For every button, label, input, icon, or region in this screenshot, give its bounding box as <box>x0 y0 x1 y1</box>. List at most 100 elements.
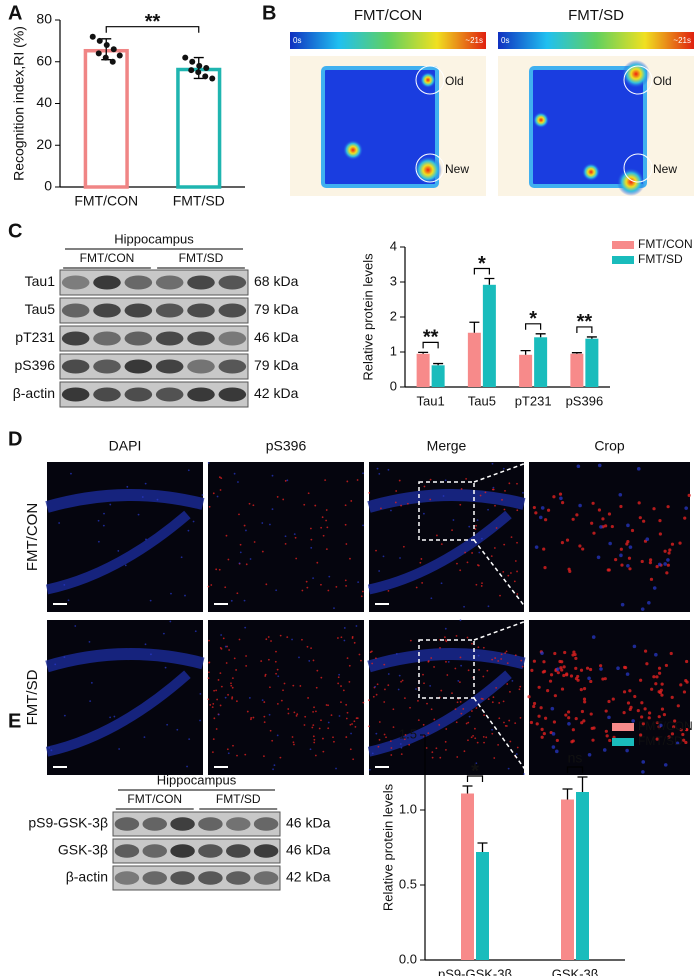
significance-bracket <box>422 341 439 349</box>
signal-dot <box>604 709 608 713</box>
nucleus-dot <box>141 496 144 498</box>
nucleus-dot <box>657 562 662 567</box>
data-point <box>189 58 196 65</box>
signal-dot <box>546 508 551 512</box>
nucleus-dot <box>156 498 159 501</box>
signal-dot <box>494 504 496 507</box>
nucleus-dot <box>143 736 146 739</box>
signal-dot <box>316 561 319 564</box>
signal-dot <box>345 736 348 738</box>
significance-bracket <box>466 775 484 782</box>
signal-dot <box>640 701 644 705</box>
signal-dot <box>490 555 493 558</box>
x-tick-label: FMT/CON <box>74 193 138 209</box>
nucleus-dot <box>591 635 596 639</box>
nucleus-dot <box>63 656 66 659</box>
signal-dot <box>516 570 518 573</box>
signal-dot <box>291 736 294 738</box>
blot-band <box>61 275 90 290</box>
signal-dot <box>402 545 405 548</box>
signal-dot <box>604 729 608 733</box>
signal-dot <box>530 668 534 672</box>
nucleus-dot <box>50 749 53 752</box>
signal-dot <box>332 736 334 739</box>
signal-dot <box>664 663 669 668</box>
blot-strip <box>59 269 249 296</box>
nucleus-dot <box>275 589 278 592</box>
signal-dot <box>209 704 212 706</box>
nucleus-dot <box>245 529 247 532</box>
signal-dot <box>657 666 662 670</box>
data-point <box>95 50 102 57</box>
nucleus-dot <box>233 472 236 475</box>
nucleus-dot <box>415 688 417 690</box>
signal-dot <box>497 660 500 662</box>
y-tick-label: 0 <box>390 378 397 393</box>
significance-label: ns <box>568 750 583 766</box>
signal-dot <box>510 572 512 574</box>
signal-dot <box>579 688 583 692</box>
signal-dot <box>673 719 677 723</box>
signal-dot <box>265 638 268 641</box>
signal-dot <box>383 701 386 703</box>
data-point <box>116 52 123 59</box>
nucleus-dot <box>355 625 358 627</box>
nucleus-dot <box>602 748 607 752</box>
signal-dot <box>486 669 489 672</box>
data-point <box>188 67 195 74</box>
nucleus-dot <box>164 666 167 669</box>
signal-dot <box>591 738 595 742</box>
nucleus-dot <box>684 506 688 510</box>
blot-size: 79 kDa <box>254 301 299 317</box>
row-label: FMT/SD <box>24 669 41 725</box>
blot-band <box>253 844 279 858</box>
signal-dot <box>630 528 635 533</box>
signal-dot <box>574 656 578 661</box>
signal-dot <box>687 493 691 497</box>
signal-dot <box>313 738 316 741</box>
signal-dot <box>322 534 325 537</box>
nucleus-dot <box>187 529 190 532</box>
signal-dot <box>368 725 370 728</box>
signal-dot <box>589 712 593 716</box>
signal-dot <box>279 634 282 637</box>
signal-dot <box>532 704 536 709</box>
signal-dot <box>579 668 584 672</box>
column-header: DAPI <box>109 438 142 454</box>
crop-guide <box>473 619 530 641</box>
signal-dot <box>346 657 349 660</box>
blot-band <box>93 275 121 290</box>
blot-band <box>198 871 223 885</box>
x-tick-label: pT231 <box>515 393 552 408</box>
signal-dot <box>325 509 328 511</box>
signal-dot <box>682 690 687 694</box>
signal-dot <box>325 548 328 551</box>
nucleus-dot <box>88 640 91 643</box>
blot-band <box>198 817 223 831</box>
signal-dot <box>340 701 342 704</box>
signal-dot <box>252 504 255 507</box>
blot-band <box>218 275 247 290</box>
signal-dot <box>246 710 249 713</box>
nucleus-dot <box>540 506 545 510</box>
heatmap-title: FMT/CON <box>354 7 422 24</box>
signal-dot <box>263 721 266 724</box>
nucleus-dot <box>371 752 374 755</box>
blot-band <box>142 817 167 831</box>
x-tick-label: FMT/SD <box>173 193 225 209</box>
signal-dot <box>408 743 411 746</box>
y-tick-label: 1.5 <box>399 726 417 741</box>
nucleus-dot <box>273 764 276 767</box>
signal-dot <box>521 665 524 668</box>
signal-dot <box>459 656 462 659</box>
nucleus-dot <box>145 538 147 541</box>
signal-dot <box>345 703 348 706</box>
signal-dot <box>474 737 477 740</box>
nucleus-dot <box>599 667 603 671</box>
signal-dot <box>384 688 386 691</box>
y-axis-label: Recognition index,RI (%) <box>11 26 27 181</box>
signal-dot <box>422 673 424 676</box>
nucleus-dot <box>457 680 460 682</box>
signal-dot <box>620 563 624 567</box>
signal-dot <box>541 670 545 674</box>
